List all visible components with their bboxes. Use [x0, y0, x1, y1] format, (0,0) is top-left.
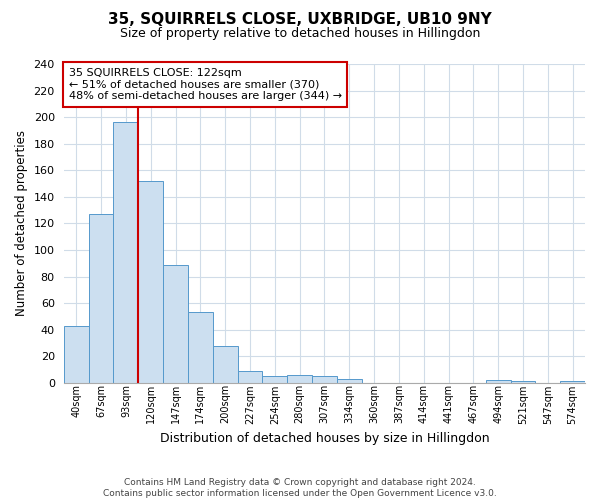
Text: 35 SQUIRRELS CLOSE: 122sqm
← 51% of detached houses are smaller (370)
48% of sem: 35 SQUIRRELS CLOSE: 122sqm ← 51% of deta…: [69, 68, 342, 101]
Bar: [113, 122, 138, 383]
Bar: [213, 346, 238, 383]
Bar: [312, 376, 337, 383]
Bar: [337, 379, 362, 383]
Bar: [64, 326, 89, 383]
Bar: [511, 382, 535, 383]
Bar: [238, 371, 262, 383]
Bar: [287, 375, 312, 383]
Bar: [138, 181, 163, 383]
Text: Contains HM Land Registry data © Crown copyright and database right 2024.
Contai: Contains HM Land Registry data © Crown c…: [103, 478, 497, 498]
Bar: [188, 312, 213, 383]
Bar: [486, 380, 511, 383]
Y-axis label: Number of detached properties: Number of detached properties: [15, 130, 28, 316]
Text: 35, SQUIRRELS CLOSE, UXBRIDGE, UB10 9NY: 35, SQUIRRELS CLOSE, UXBRIDGE, UB10 9NY: [108, 12, 492, 28]
Bar: [262, 376, 287, 383]
X-axis label: Distribution of detached houses by size in Hillingdon: Distribution of detached houses by size …: [160, 432, 489, 445]
Bar: [89, 214, 113, 383]
Bar: [163, 264, 188, 383]
Bar: [560, 382, 585, 383]
Text: Size of property relative to detached houses in Hillingdon: Size of property relative to detached ho…: [120, 28, 480, 40]
